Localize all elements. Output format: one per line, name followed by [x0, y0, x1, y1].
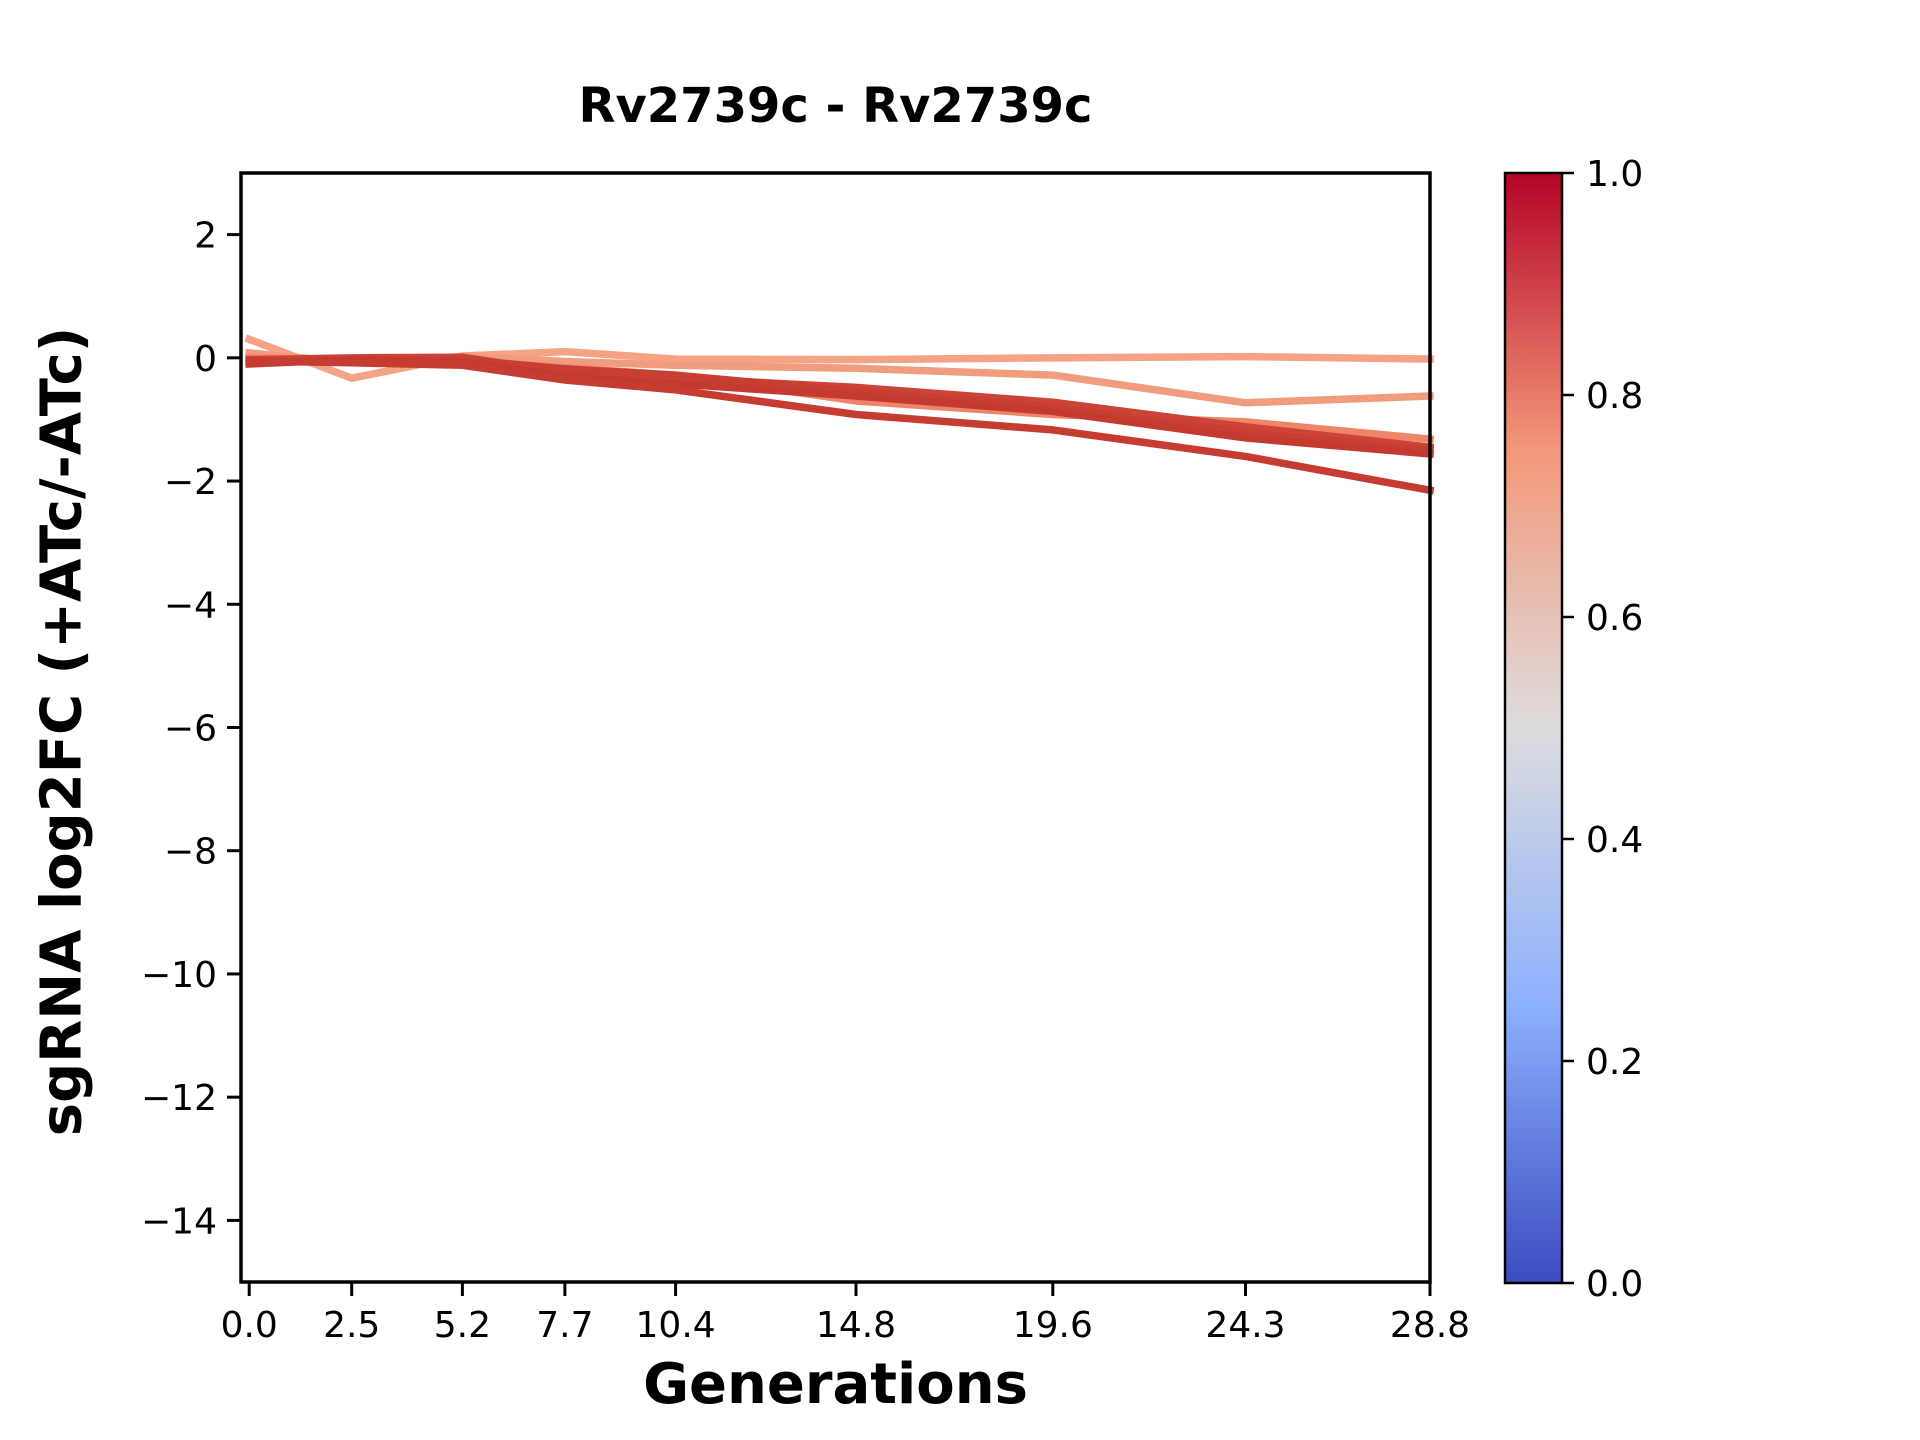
y-tick-label: −2 — [164, 462, 217, 503]
x-tick-label: 5.2 — [434, 1305, 491, 1346]
data-line — [245, 355, 1435, 459]
x-axis-label: Generations — [643, 1352, 1028, 1417]
y-axis-label: sgRNA log2FC (+ATc/-ATc) — [29, 326, 95, 1137]
x-tick-label: 10.4 — [636, 1305, 716, 1346]
x-tick-label: 28.8 — [1390, 1305, 1470, 1346]
colorbar-tick-label: 0.4 — [1586, 820, 1643, 861]
y-tick-label: −6 — [164, 709, 217, 750]
x-tick-label: 14.8 — [816, 1305, 896, 1346]
colorbar-border — [1503, 171, 1564, 1285]
x-tick-label: 7.7 — [536, 1305, 593, 1346]
x-tick-label: 2.5 — [323, 1305, 380, 1346]
y-tick-label: 2 — [194, 216, 217, 257]
plot-border — [239, 171, 1432, 1284]
y-tick-label: −8 — [164, 832, 217, 873]
colorbar-gradient — [1505, 173, 1562, 1283]
y-tick-label: −14 — [141, 1201, 217, 1242]
data-line — [244, 334, 1434, 382]
y-tick-label: −10 — [141, 955, 217, 996]
colorbar-tick-label: 0.6 — [1586, 598, 1643, 639]
x-tick-label: 0.0 — [221, 1305, 278, 1346]
x-tick-label: 19.6 — [1013, 1305, 1093, 1346]
colorbar-tick-label: 0.2 — [1586, 1042, 1643, 1083]
colorbar-tick-label: 1.0 — [1586, 154, 1643, 195]
colorbar-tick-label: 0.8 — [1586, 376, 1643, 417]
chart-title: Rv2739c - Rv2739c — [578, 78, 1093, 134]
data-line — [245, 357, 1435, 495]
y-tick-label: 0 — [194, 339, 217, 380]
x-tick-label: 24.3 — [1205, 1305, 1285, 1346]
colorbar-tick-label: 0.0 — [1586, 1264, 1643, 1305]
y-tick-label: −12 — [141, 1078, 217, 1119]
y-tick-label: −4 — [164, 585, 217, 626]
